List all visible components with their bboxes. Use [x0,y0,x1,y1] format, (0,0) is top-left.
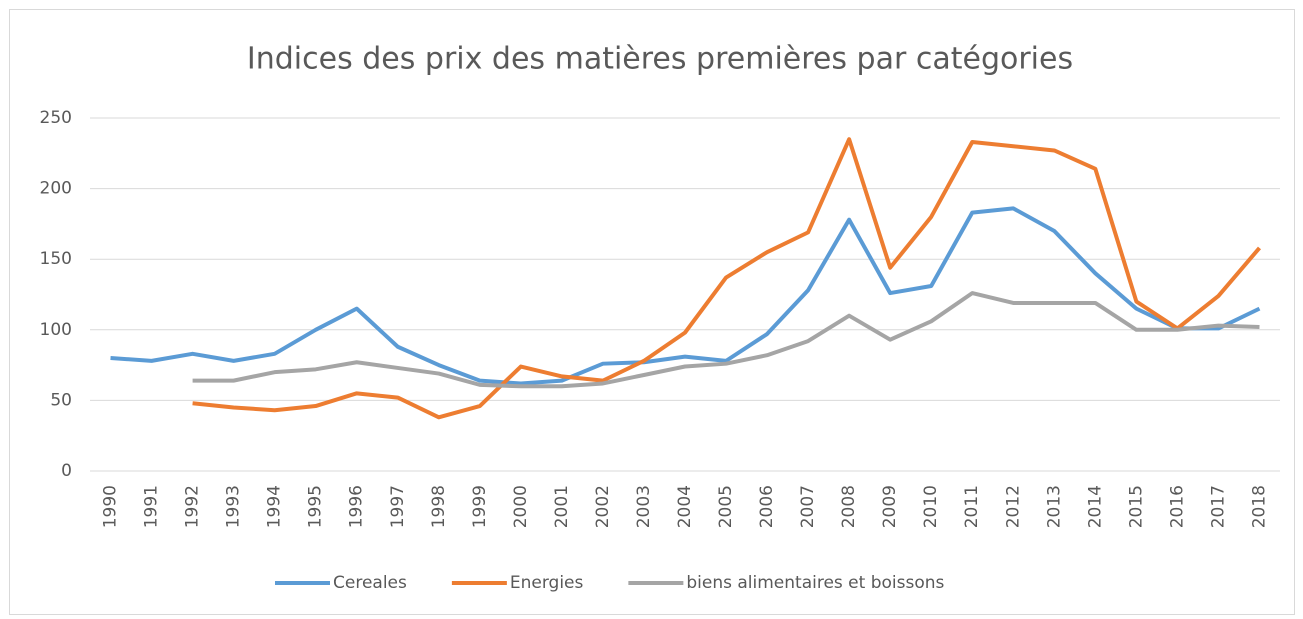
x-tick-label: 1992 [183,485,203,528]
x-tick-label: 2010 [921,485,941,528]
x-tick-label: 1994 [265,485,285,528]
line-series [192,137,1262,420]
x-tick-label: 2008 [839,485,859,528]
x-tick-label: 2004 [675,485,695,528]
y-tick-label: 0 [61,461,72,481]
x-tick-label: 2011 [962,485,982,528]
line-series [110,206,1261,386]
legend-label: biens alimentaires et boissons [686,573,944,593]
x-tick-label: 2005 [716,485,736,528]
x-tick-label: 2001 [552,485,572,528]
x-tick-label: 1999 [470,485,490,528]
x-tick-label: 2016 [1167,485,1187,528]
x-tick-label: 1990 [101,485,121,528]
x-tick-label: 2015 [1126,485,1146,528]
x-tick-label: 2003 [634,485,654,528]
legend-label: Energies [510,573,584,593]
x-tick-label: 1996 [347,485,367,528]
x-tick-label: 2013 [1044,485,1064,528]
y-tick-label: 200 [40,179,72,199]
x-tick-label: 2018 [1249,485,1269,528]
x-tick-label: 1997 [388,485,408,528]
x-tick-label: 2002 [593,485,613,528]
x-tick-label: 2009 [880,485,900,528]
chart-frame [9,9,1295,615]
x-tick-label: 1998 [429,485,449,528]
x-tick-label: 2000 [511,485,531,528]
line-series [192,291,1260,389]
y-tick-label: 250 [40,108,72,128]
x-tick-label: 2014 [1085,485,1105,528]
legend-label: Cereales [333,573,407,593]
x-tick-label: 2006 [757,485,777,528]
y-tick-label: 50 [50,390,72,410]
x-tick-label: 1991 [142,485,162,528]
y-tick-label: 150 [40,249,72,269]
y-tick-label: 100 [40,320,72,340]
x-tick-label: 2017 [1208,485,1228,528]
x-tick-label: 1995 [306,485,326,528]
x-tick-label: 1993 [224,485,244,528]
x-tick-label: 2007 [798,485,818,528]
x-tick-label: 2012 [1003,485,1023,528]
chart-title: Indices des prix des matières premières … [247,42,1073,77]
